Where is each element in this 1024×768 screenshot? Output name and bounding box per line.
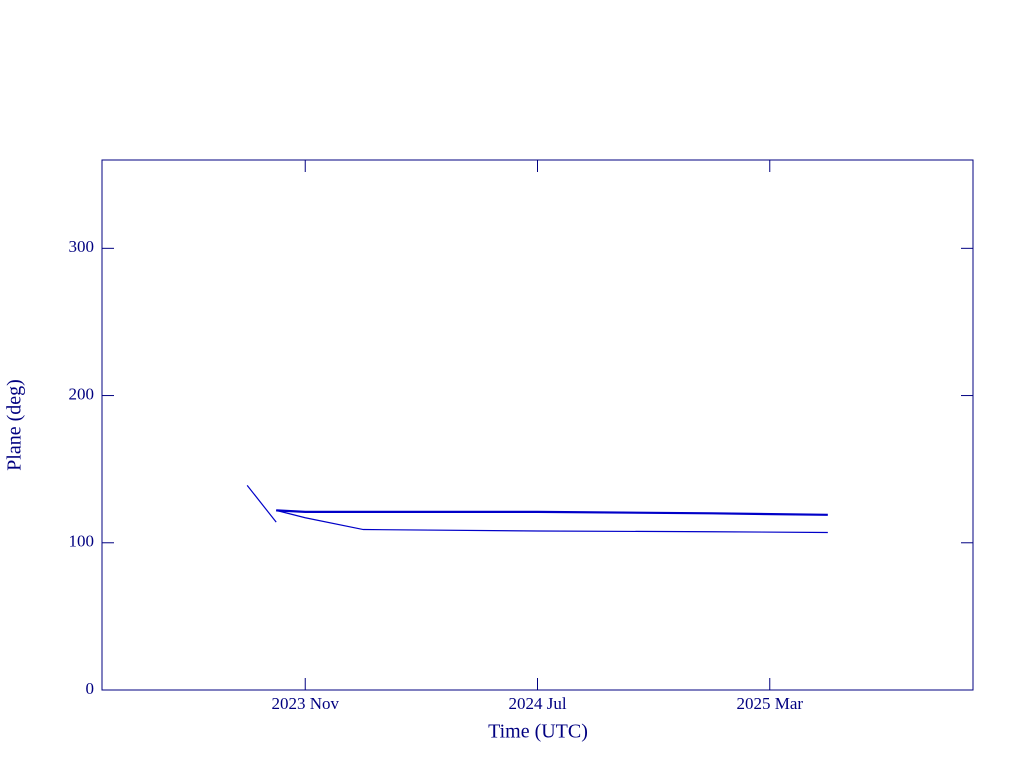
x-axis-label: Time (UTC) xyxy=(488,721,588,743)
plot-frame xyxy=(101,159,974,691)
x-tick-label: 2024 Jul xyxy=(508,694,566,713)
y-axis-label: Plane (deg) xyxy=(4,379,26,471)
y-tick-label: 300 xyxy=(69,237,95,256)
x-tick-label: 2023 Nov xyxy=(271,694,339,713)
y-tick-label: 200 xyxy=(69,384,95,403)
data-line xyxy=(276,509,828,534)
y-tick-label: 100 xyxy=(69,532,95,551)
data-line xyxy=(246,484,277,523)
y-tick-label: 0 xyxy=(86,679,95,698)
data-line xyxy=(276,509,828,516)
x-tick-label: 2025 Mar xyxy=(736,694,803,713)
